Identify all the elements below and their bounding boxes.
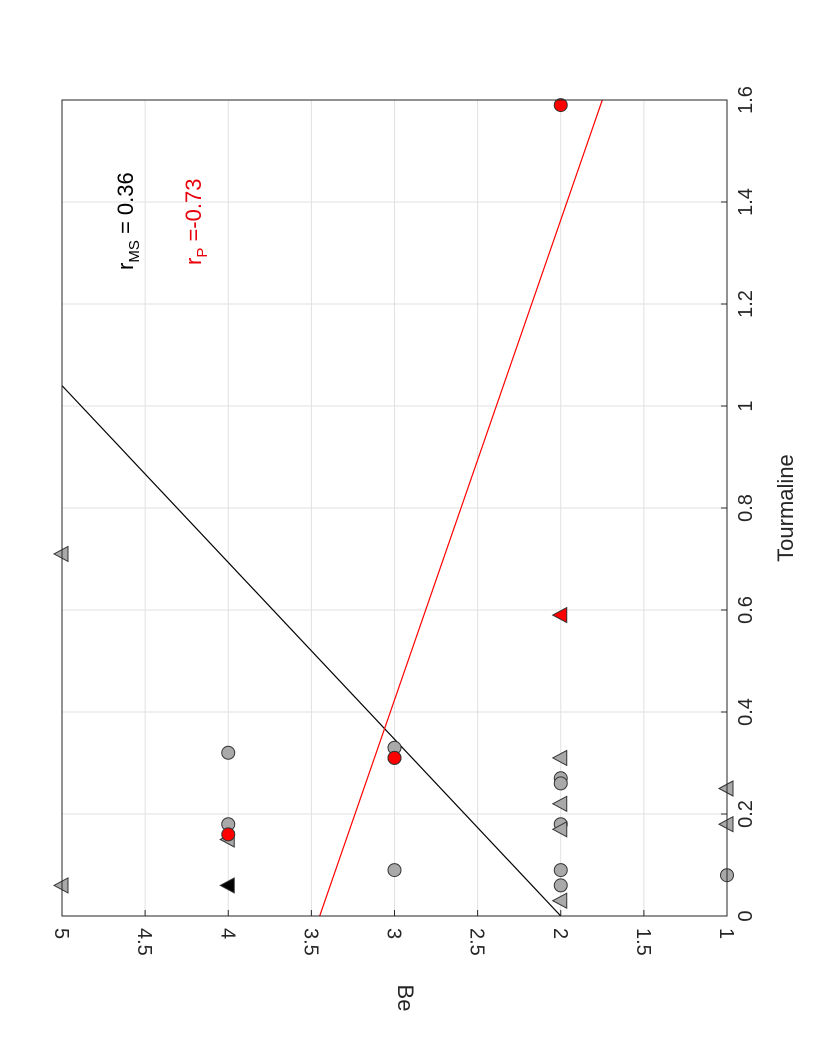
triangle-point	[551, 749, 568, 767]
annotation-rms: rMS = 0.36	[113, 172, 143, 270]
y-axis-label: Be	[393, 985, 418, 1012]
tick-labels: 0 0.2 0.4 0.6 0.8 1 1.2 1.4 1.6 1 1.5 2 2.5 3 3.5 4 4.5 5	[50, 86, 757, 956]
y-tick-label: 2	[549, 928, 571, 939]
circle-point	[387, 863, 402, 878]
x-tick-label: 0.4	[735, 698, 757, 726]
triangle-point	[52, 877, 69, 894]
plot-frame	[61, 99, 728, 917]
x-axis-label: Tourmaline	[773, 454, 798, 562]
regression-line	[61, 385, 562, 917]
triangle-point	[551, 820, 568, 838]
y-tick-label: 1	[715, 928, 737, 939]
triangle-point	[219, 877, 235, 894]
annotation-rp-base: r	[181, 258, 206, 265]
regression-line	[319, 99, 603, 917]
circle-point	[221, 745, 236, 760]
circle-point	[553, 863, 568, 878]
circle-point	[553, 878, 568, 893]
x-tick-label: 1	[735, 400, 757, 411]
y-tick-label: 3.5	[299, 928, 321, 956]
triangle-point	[551, 606, 568, 624]
circle-point	[553, 98, 568, 113]
annotation-rp-value: =-0.73	[181, 179, 206, 248]
y-tick-label: 4	[216, 928, 238, 939]
x-tick-label: 1.6	[735, 86, 757, 114]
circle-point	[553, 776, 568, 791]
x-tick-label: 0.2	[735, 800, 757, 828]
x-tick-label: 0	[735, 910, 757, 921]
fit-lines	[61, 99, 603, 917]
y-tick-label: 5	[50, 928, 72, 939]
triangle-point	[551, 892, 568, 910]
y-tick-label: 2.5	[466, 928, 488, 956]
annotation-rms-sub: MS	[126, 240, 143, 263]
x-tick-label: 1.4	[735, 188, 757, 216]
triangle-point	[551, 795, 568, 813]
y-tick-label: 1.5	[632, 928, 654, 956]
data-points	[52, 98, 734, 910]
triangle-point	[717, 780, 734, 797]
annotation-rp: rP =-0.73	[181, 179, 211, 265]
y-tick-label: 3	[383, 928, 405, 939]
triangle-point	[52, 545, 69, 563]
triangle-point	[717, 815, 734, 833]
circle-point	[387, 750, 402, 765]
x-tick-label: 1.2	[735, 290, 757, 318]
annotation-rms-value: = 0.36	[113, 172, 138, 240]
annotation-rms-base: r	[113, 263, 138, 270]
circle-point	[221, 827, 236, 842]
x-tick-label: 0.8	[735, 494, 757, 522]
annotation-rp-sub: P	[194, 248, 211, 258]
x-tick-label: 0.6	[735, 596, 757, 624]
y-tick-label: 4.5	[133, 928, 155, 956]
